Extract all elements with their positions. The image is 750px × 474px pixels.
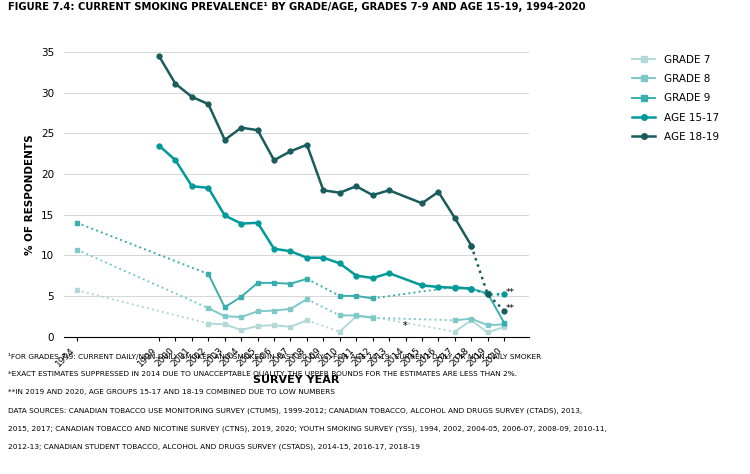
Text: **: ** [506,288,515,297]
X-axis label: SURVEY YEAR: SURVEY YEAR [253,375,340,385]
Text: 2012-13; CANADIAN STUDENT TOBACCO, ALCOHOL AND DRUGS SURVEY (CSTADS), 2014-15, 2: 2012-13; CANADIAN STUDENT TOBACCO, ALCOH… [8,443,419,450]
Text: FIGURE 7.4: CURRENT SMOKING PREVALENCE¹ BY GRADE/AGE, GRADES 7-9 AND AGE 15-19, : FIGURE 7.4: CURRENT SMOKING PREVALENCE¹ … [8,2,585,12]
Text: **: ** [506,304,515,313]
Text: **IN 2019 AND 2020, AGE GROUPS 15-17 AND 18-19 COMBINED DUE TO LOW NUMBERS: **IN 2019 AND 2020, AGE GROUPS 15-17 AND… [8,389,334,395]
Text: 2015, 2017; CANADIAN TOBACCO AND NICOTINE SURVEY (CTNS), 2019, 2020; YOUTH SMOKI: 2015, 2017; CANADIAN TOBACCO AND NICOTIN… [8,425,606,432]
Text: *: * [404,321,408,331]
Text: DATA SOURCES: CANADIAN TOBACCO USE MONITORING SURVEY (CTUMS), 1999-2012; CANADIA: DATA SOURCES: CANADIAN TOBACCO USE MONIT… [8,407,582,414]
Legend: GRADE 7, GRADE 8, GRADE 9, AGE 15-17, AGE 18-19: GRADE 7, GRADE 8, GRADE 9, AGE 15-17, AG… [632,55,718,142]
Text: ¹FOR GRADES 7-9: CURRENT DAILY/NON-DAILY SMOKER AND SMOKED IN PAST 30 DAYS; FOR : ¹FOR GRADES 7-9: CURRENT DAILY/NON-DAILY… [8,353,541,360]
Y-axis label: % OF RESPONDENTS: % OF RESPONDENTS [26,134,35,255]
Text: *EXACT ESTIMATES SUPPRESSED IN 2014 DUE TO UNACCEPTABLE QUALITY. THE UPPER BOUND: *EXACT ESTIMATES SUPPRESSED IN 2014 DUE … [8,371,517,377]
